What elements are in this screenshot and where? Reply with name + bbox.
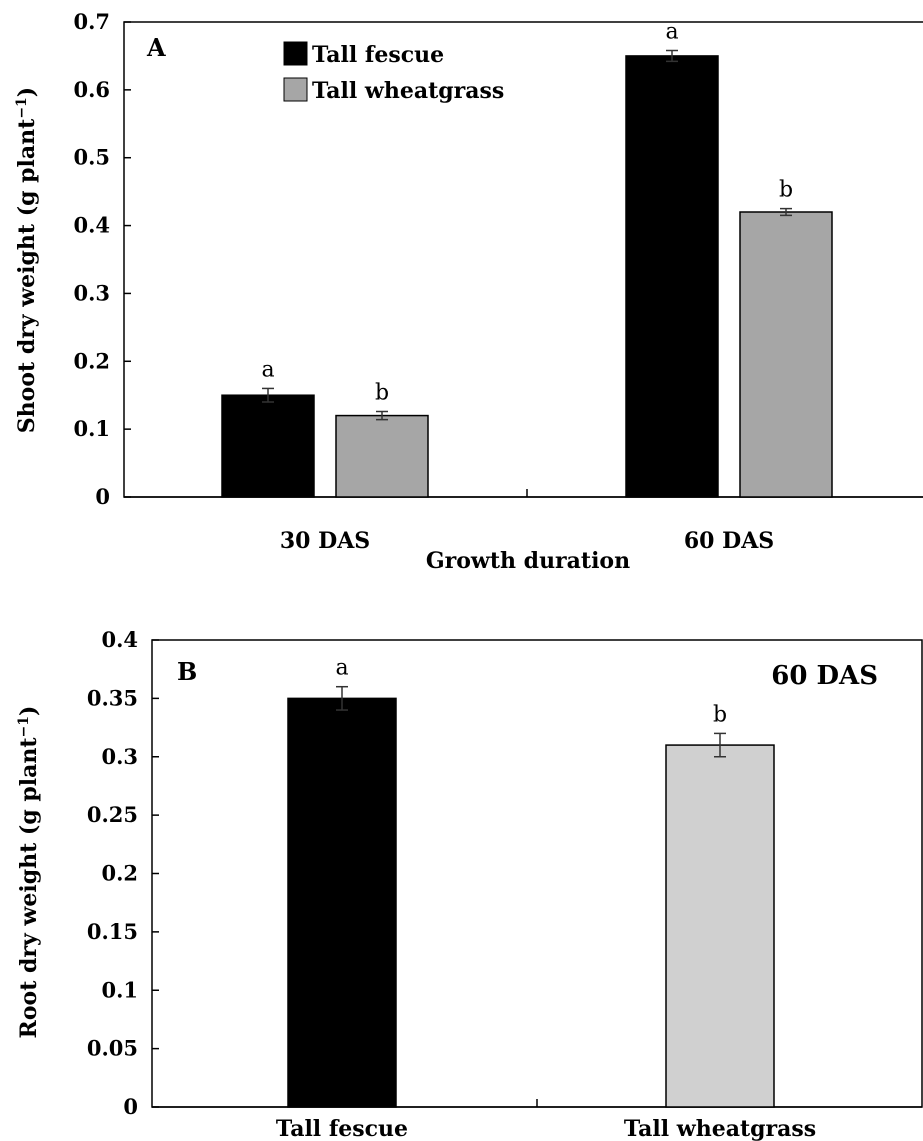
category-label-30-das: 30 DAS — [280, 528, 370, 554]
bar-tall-wheatgrass — [665, 744, 775, 1108]
panel-a-error-bars — [262, 49, 792, 421]
panel-b-y-tick-labels: 0 0.05 0.1 0.15 0.2 0.25 0.3 0.35 0.4 — [87, 627, 159, 1119]
panel-a-x-axis-title: Growth duration — [426, 548, 630, 574]
category-label-60-das: 60 DAS — [684, 528, 774, 554]
legend-swatch-tall-fescue — [283, 41, 308, 66]
panel-a-y-tick-label-0-1: 0.1 — [73, 416, 110, 441]
panel-a-y-tick-label-0: 0 — [95, 484, 110, 509]
panel-b-root-dry-weight: 00.050.10.150.20.250.30.350.4 ab Tall fe… — [16, 627, 923, 1141]
category-label-tall-wheatgrass: Tall wheatgrass — [624, 1116, 816, 1141]
panel-b-y-tick-label-0-15: 0.15 — [87, 919, 138, 944]
bar-tall-fescue — [287, 697, 397, 1108]
panel-a-y-tick-label-0-4: 0.4 — [73, 213, 110, 238]
bar-tall-wheatgrass-30-das — [335, 414, 429, 498]
panel-b-plot-frame — [151, 639, 923, 1108]
letter-tall-fescue-60-das: a — [665, 20, 678, 45]
panel-b-y-axis-title: Root dry weight (g plant−1) — [16, 706, 42, 1039]
panel-b-error-bars — [336, 685, 726, 758]
category-label-tall-fescue: Tall fescue — [276, 1116, 408, 1141]
panel-b-y-tick-label-0-25: 0.25 — [87, 802, 138, 827]
error-bar-tall-wheatgrass-30-das — [376, 410, 388, 421]
panel-b-y-tick-label-0-2: 0.2 — [101, 861, 138, 886]
panel-a-y-tick-label-0-6: 0.6 — [73, 77, 110, 102]
error-bar-tall-wheatgrass-60-das — [780, 207, 792, 217]
letter-tall-wheatgrass-60-das: b — [779, 178, 793, 203]
panel-b-bars — [287, 697, 775, 1108]
letter-tall-wheatgrass-30-das: b — [375, 381, 389, 406]
panel-a-y-tick-label-0-3: 0.3 — [73, 280, 110, 305]
error-bar-tall-fescue — [336, 685, 348, 711]
error-bar-tall-fescue-60-das — [666, 49, 678, 63]
panel-a-significance-letters: a b a b — [261, 20, 793, 406]
panel-a-y-tick-label-0-5: 0.5 — [73, 145, 110, 170]
legend-label-tall-fescue: Tall fescue — [312, 42, 444, 68]
panel-b-label: B — [177, 657, 197, 686]
panel-b-y-tick-label-0: 0 — [123, 1094, 138, 1119]
panel-a-bars — [221, 55, 833, 498]
bar-tall-fescue-60-das — [625, 55, 719, 498]
bar-tall-fescue-30-das — [221, 394, 315, 498]
panel-b-y-tick-label-0-1: 0.1 — [101, 977, 138, 1002]
bar-tall-wheatgrass-60-das — [739, 211, 833, 498]
panel-b-y-tick-label-0-4: 0.4 — [101, 627, 138, 652]
letter-tall-fescue-30-das: a — [261, 357, 274, 382]
legend-swatch-tall-wheatgrass — [283, 77, 308, 102]
panel-a-category-labels: 30 DAS 60 DAS — [280, 528, 774, 554]
panel-a-y-tick-label-0-7: 0.7 — [73, 9, 110, 34]
panel-a-y-tick-labels: 0 0.1 0.2 0.3 0.4 0.5 0.6 0.7 — [73, 9, 131, 509]
panel-a-label: A — [146, 33, 166, 62]
legend-label-tall-wheatgrass: Tall wheatgrass — [312, 78, 504, 104]
error-bar-tall-fescue-30-das — [262, 387, 274, 403]
panel-b-duration-annotation: 60 DAS — [771, 661, 878, 691]
panel-a-legend: Tall fescue Tall wheatgrass — [283, 41, 504, 104]
panel-a-shoot-dry-weight: 0 0.1 0.2 0.3 0.4 0.5 0.6 0.7 a b a b 30 DAS 60 DAS… — [14, 9, 923, 574]
panel-b-y-tick-label-0-35: 0.35 — [87, 685, 138, 710]
panel-a-y-axis-title: Shoot dry weight (g plant−1) — [14, 87, 40, 433]
panel-a-y-tick-label-0-2: 0.2 — [73, 348, 110, 373]
panel-b-category-labels: Tall fescue Tall wheatgrass — [276, 1116, 816, 1141]
error-bar-tall-wheatgrass — [714, 732, 726, 758]
panel-b-significance-letters: ab — [335, 656, 727, 728]
panel-b-y-tick-label-0-3: 0.3 — [101, 744, 138, 769]
letter-tall-wheatgrass: b — [713, 702, 727, 727]
letter-tall-fescue: a — [335, 656, 348, 681]
panel-b-y-tick-label-0-05: 0.05 — [87, 1036, 138, 1061]
